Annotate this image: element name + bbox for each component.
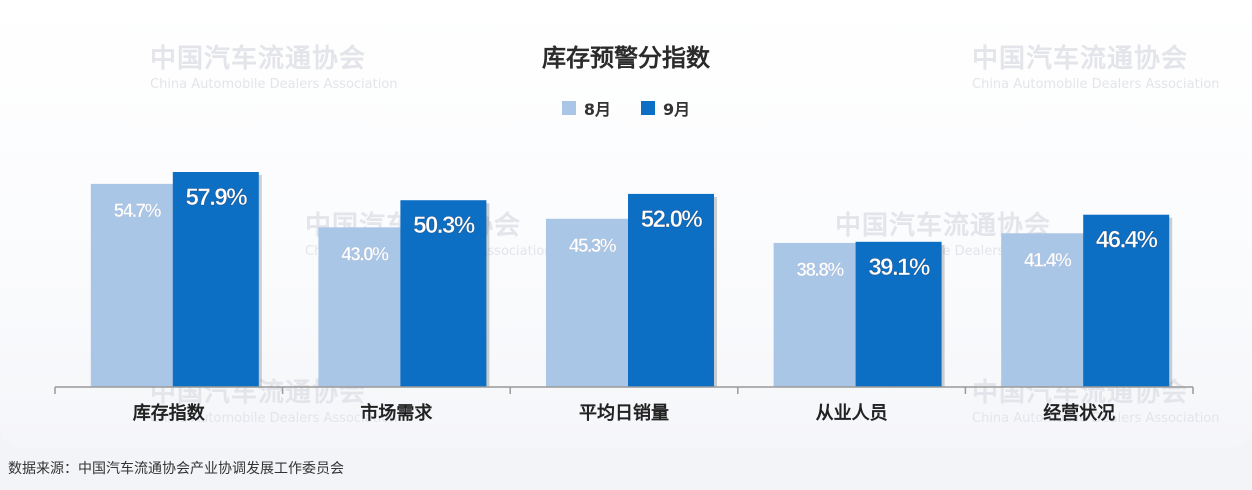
bars-group: 54.7% 57.9% 43.0% 50.3% 45.3% 52.0% 38.8% 39.1%… <box>90 172 1173 387</box>
bar-9-0 <box>172 172 259 387</box>
category-label-2: 平均日销量 <box>579 402 669 424</box>
data-label-9-0: 57.9% <box>186 184 248 211</box>
data-label-8-0: 54.7% <box>114 201 162 222</box>
bar-chart: 54.7% 57.9% 43.0% 50.3% 45.3% 52.0% 38.8% 39.1%… <box>54 172 1194 424</box>
category-label-0: 库存指数 <box>133 402 206 424</box>
data-label-9-3: 39.1% <box>868 254 930 281</box>
data-label-8-2: 45.3% <box>569 236 617 257</box>
bar-8-3 <box>773 242 860 387</box>
bar-8-4 <box>1001 233 1088 387</box>
x-axis: 库存指数 市场需求 平均日销量 从业人员 经营状况 <box>54 386 1194 424</box>
bar-8-0 <box>90 183 177 387</box>
chart-title: 库存预警分指数 <box>542 44 710 72</box>
data-label-9-2: 52.0% <box>641 206 703 233</box>
category-label-1: 市场需求 <box>360 402 433 424</box>
legend-item-8: 8月 <box>561 96 611 120</box>
bar-9-2 <box>628 193 714 387</box>
data-label-8-3: 38.8% <box>796 260 844 281</box>
category-label-3: 从业人员 <box>816 403 888 424</box>
legend-item-9: 9月 <box>641 96 690 120</box>
legend-label-8: 8月 <box>583 100 611 119</box>
legend: 8月 9月 <box>0 96 1252 120</box>
data-label-9-1: 50.3% <box>413 212 475 239</box>
bar-8-2 <box>546 218 632 387</box>
bar-9-4 <box>1083 214 1170 387</box>
data-label-8-1: 43.0% <box>341 244 389 265</box>
legend-swatch-9 <box>641 101 655 115</box>
bar-9-1 <box>400 200 487 387</box>
source-note: 数据来源：中国汽车流通协会产业协调发展工作委员会 <box>8 461 344 477</box>
bar-8-1 <box>318 227 405 387</box>
legend-label-9: 9月 <box>663 100 691 119</box>
category-label-4: 经营状况 <box>1043 402 1115 424</box>
bar-9-3 <box>855 241 942 387</box>
data-label-9-4: 46.4% <box>1096 227 1158 254</box>
data-label-8-4: 41.4% <box>1024 250 1072 271</box>
legend-swatch-8 <box>561 101 576 115</box>
